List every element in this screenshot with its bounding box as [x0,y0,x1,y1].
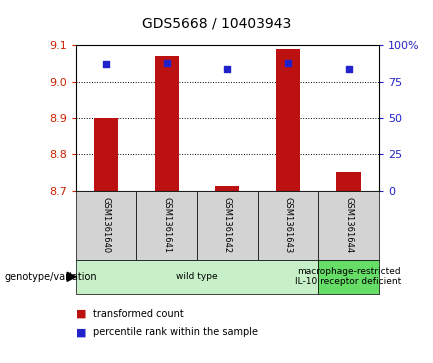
Text: wild type: wild type [176,272,218,281]
Point [163,60,170,66]
Polygon shape [67,272,76,281]
Bar [155,56,179,191]
Text: GSM1361642: GSM1361642 [223,197,232,253]
Bar [215,186,239,191]
Point [345,66,352,72]
Bar [336,172,361,191]
Text: transformed count: transformed count [93,309,184,319]
Bar [94,118,118,191]
Bar [276,49,300,191]
Text: GSM1361643: GSM1361643 [284,197,292,253]
Text: percentile rank within the sample: percentile rank within the sample [93,327,258,337]
Point [284,60,291,66]
Point [224,66,231,72]
Text: genotype/variation: genotype/variation [4,272,97,282]
Text: GSM1361644: GSM1361644 [344,197,353,253]
Text: ■: ■ [76,327,86,337]
Text: GDS5668 / 10403943: GDS5668 / 10403943 [142,16,291,30]
Text: ■: ■ [76,309,86,319]
Text: macrophage-restricted
IL-10 receptor deficient: macrophage-restricted IL-10 receptor def… [295,267,402,286]
Text: GSM1361641: GSM1361641 [162,197,171,253]
Point [103,61,110,67]
Text: GSM1361640: GSM1361640 [102,197,110,253]
